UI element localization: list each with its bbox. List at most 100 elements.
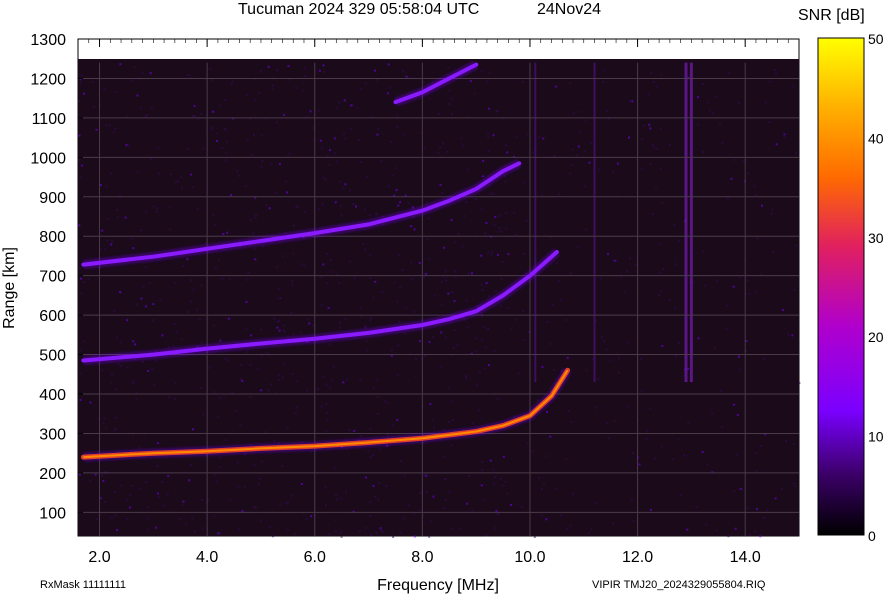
noise-dot	[246, 350, 248, 353]
noise-dot	[120, 291, 123, 294]
noise-dot	[112, 131, 115, 134]
noise-dot	[117, 363, 120, 365]
noise-dot	[655, 85, 658, 88]
noise-dot	[267, 389, 270, 392]
noise-dot	[78, 473, 81, 476]
noise-dot	[319, 139, 322, 142]
noise-dot	[510, 503, 512, 506]
noise-dot	[768, 121, 771, 123]
noise-dot	[471, 509, 474, 512]
noise-dot	[413, 512, 416, 515]
noise-dot	[318, 208, 321, 211]
noise-dot	[697, 123, 700, 126]
noise-dot	[367, 449, 370, 452]
noise-dot	[526, 133, 529, 136]
noise-dot	[221, 146, 224, 149]
noise-dot	[212, 324, 215, 327]
noise-dot	[471, 422, 474, 425]
noise-dot	[480, 484, 483, 487]
noise-dot	[424, 355, 426, 358]
noise-dot	[721, 141, 724, 144]
noise-dot	[317, 388, 319, 391]
noise-dot	[168, 206, 171, 209]
noise-dot	[374, 280, 377, 283]
noise-dot	[401, 269, 404, 271]
noise-dot	[295, 380, 298, 383]
noise-dot	[450, 219, 453, 221]
noise-dot	[300, 263, 303, 266]
noise-dot	[265, 351, 268, 354]
noise-dot	[755, 291, 758, 294]
noise-dot	[109, 124, 112, 127]
noise-dot	[179, 518, 182, 520]
noise-dot	[787, 333, 790, 336]
noise-dot	[485, 282, 488, 284]
noise-dot	[450, 527, 453, 530]
colorbar	[817, 37, 865, 536]
noise-dot	[424, 146, 427, 149]
noise-dot	[697, 337, 700, 340]
noise-dot	[650, 508, 652, 511]
noise-dot	[212, 214, 215, 216]
noise-dot	[321, 146, 324, 149]
noise-dot	[103, 501, 106, 503]
noise-dot	[270, 383, 272, 386]
noise-dot	[397, 344, 400, 347]
noise-dot	[618, 371, 620, 374]
noise-dot	[231, 80, 234, 83]
noise-dot	[363, 248, 366, 251]
noise-dot	[584, 228, 587, 231]
noise-dot	[218, 258, 221, 261]
noise-dot	[201, 527, 204, 530]
noise-dot	[400, 460, 402, 463]
noise-dot	[303, 264, 306, 267]
noise-dot	[533, 536, 536, 538]
noise-dot	[481, 175, 484, 178]
noise-dot	[791, 334, 794, 337]
noise-dot	[564, 319, 567, 321]
noise-dot	[745, 350, 747, 352]
noise-dot	[494, 215, 497, 218]
noise-dot	[363, 208, 366, 211]
noise-dot	[454, 241, 457, 244]
noise-dot	[226, 231, 229, 234]
noise-dot	[443, 507, 446, 510]
noise-dot	[584, 120, 587, 123]
noise-dot	[743, 159, 745, 162]
noise-dot	[224, 98, 227, 101]
noise-dot	[116, 209, 118, 212]
noise-dot	[480, 208, 483, 211]
noise-dot	[141, 71, 144, 74]
noise-dot	[454, 276, 457, 279]
noise-dot	[531, 450, 534, 453]
noise-dot	[761, 204, 763, 207]
noise-dot	[504, 480, 507, 483]
noise-dot	[660, 289, 663, 292]
noise-dot	[521, 81, 524, 84]
noise-dot	[385, 485, 388, 487]
noise-dot	[566, 527, 569, 530]
noise-dot	[648, 93, 651, 96]
colorbar-ticks: 0 10 20 30 40 50	[868, 31, 884, 544]
noise-dot	[114, 416, 117, 419]
noise-dot	[113, 310, 116, 313]
noise-dot	[311, 127, 314, 129]
noise-dot	[307, 318, 310, 321]
x-tick-label: 12.0	[622, 549, 653, 566]
noise-dot	[399, 201, 402, 204]
noise-dot	[156, 464, 159, 467]
noise-dot	[583, 150, 586, 153]
noise-dot	[326, 252, 329, 255]
noise-dot	[205, 78, 208, 81]
noise-dot	[282, 113, 285, 116]
noise-dot	[795, 152, 798, 155]
noise-dot	[245, 93, 248, 96]
noise-dot	[465, 116, 468, 119]
noise-dot	[294, 412, 297, 415]
noise-dot	[360, 160, 363, 163]
noise-dot	[87, 278, 90, 281]
noise-dot	[308, 322, 311, 325]
noise-dot	[136, 303, 138, 306]
noise-dot	[372, 484, 375, 487]
colorbar-tick-label: 40	[868, 130, 884, 146]
